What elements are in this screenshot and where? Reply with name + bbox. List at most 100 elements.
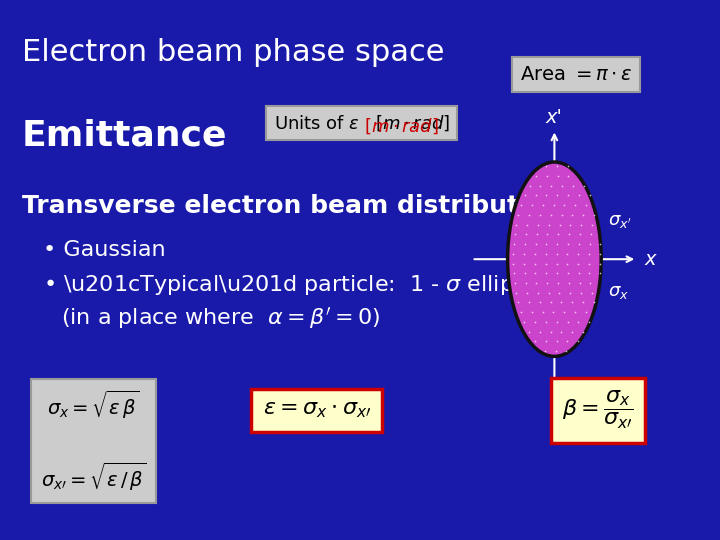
Point: [540, 259, 552, 268]
Point: [561, 347, 572, 355]
Point: [570, 201, 581, 210]
Point: [508, 249, 519, 258]
Point: [530, 269, 541, 278]
Point: [548, 201, 559, 210]
Point: [541, 191, 552, 200]
Point: [518, 249, 530, 258]
Point: [562, 191, 574, 200]
Point: [577, 181, 589, 190]
Point: [567, 211, 578, 219]
Point: [536, 308, 548, 316]
Point: [552, 240, 563, 248]
Text: $\sigma_x = \sqrt{\varepsilon\,\beta}$

$\sigma_{x\prime} = \sqrt{\varepsilon\,/: $\sigma_x = \sqrt{\varepsilon\,\beta}$ $…: [41, 389, 146, 493]
Point: [551, 318, 562, 326]
Point: [567, 298, 578, 307]
Text: Transverse electron beam distribution: Transverse electron beam distribution: [22, 194, 562, 218]
Point: [573, 269, 585, 278]
Point: [572, 318, 584, 326]
Point: [562, 259, 573, 268]
Point: [558, 308, 570, 316]
Point: [575, 288, 587, 297]
Point: [588, 298, 600, 307]
Point: [564, 288, 576, 297]
Point: [516, 201, 527, 210]
Point: [580, 308, 591, 316]
Point: [519, 269, 531, 278]
Point: [551, 259, 562, 268]
Point: [526, 308, 537, 316]
Point: [530, 172, 541, 180]
Point: [572, 259, 584, 268]
Text: $\varepsilon = \sigma_x \cdot \sigma_{x\prime}$: $\varepsilon = \sigma_x \cdot \sigma_{x\…: [263, 400, 371, 421]
Point: [541, 279, 553, 287]
Point: [577, 211, 589, 219]
Point: [532, 288, 544, 297]
Point: [586, 220, 598, 229]
Point: [562, 172, 574, 180]
Point: [519, 240, 531, 248]
Point: [545, 327, 557, 336]
Point: [530, 240, 541, 248]
Point: [508, 269, 520, 278]
Point: [562, 162, 574, 171]
Point: [575, 220, 587, 229]
Point: [510, 288, 522, 297]
Point: [572, 337, 584, 346]
Point: [523, 181, 535, 190]
Point: [583, 259, 595, 268]
Point: [574, 279, 585, 287]
Point: [562, 249, 573, 258]
Point: [556, 298, 567, 307]
Point: [567, 327, 578, 336]
Ellipse shape: [508, 162, 601, 356]
Point: [518, 259, 530, 268]
Point: [523, 327, 535, 336]
Point: [585, 279, 596, 287]
Point: [574, 230, 585, 239]
Point: [541, 240, 552, 248]
Text: x': x': [546, 108, 563, 127]
Point: [526, 201, 538, 210]
Point: [520, 279, 531, 287]
Point: [567, 181, 578, 190]
Point: [534, 327, 546, 336]
Point: [584, 191, 595, 200]
Point: [529, 259, 541, 268]
Point: [551, 249, 562, 258]
Text: • \u201cTypical\u201d particle:  1 - $\sigma$ ellipse: • \u201cTypical\u201d particle: 1 - $\si…: [43, 273, 539, 296]
Point: [595, 240, 606, 248]
Point: [540, 337, 552, 346]
Point: [562, 240, 574, 248]
Text: (in a place where  $\alpha = \beta' = 0$): (in a place where $\alpha = \beta' = 0$): [61, 305, 381, 330]
Point: [534, 298, 546, 307]
Point: [510, 220, 522, 229]
Point: [584, 269, 595, 278]
Point: [562, 337, 573, 346]
Point: [562, 269, 574, 278]
Point: [532, 220, 544, 229]
Point: [539, 347, 551, 355]
Point: [588, 211, 600, 219]
Point: [563, 279, 575, 287]
Point: [552, 279, 564, 287]
Text: Area $= \pi \cdot \varepsilon$: Area $= \pi \cdot \varepsilon$: [520, 65, 632, 84]
Text: $[m \cdot rad]$: $[m \cdot rad]$: [364, 116, 438, 136]
Point: [520, 230, 531, 239]
Point: [556, 327, 567, 336]
Text: $\beta = \dfrac{\sigma_x}{\sigma_{x\prime}}$: $\beta = \dfrac{\sigma_x}{\sigma_{x\prim…: [562, 389, 634, 431]
Point: [552, 230, 564, 239]
Point: [554, 220, 565, 229]
Point: [594, 249, 606, 258]
Text: Electron beam phase space: Electron beam phase space: [22, 38, 444, 67]
Point: [594, 259, 606, 268]
Point: [530, 191, 541, 200]
Point: [531, 230, 542, 239]
Point: [577, 327, 589, 336]
Point: [540, 318, 552, 326]
Point: [564, 220, 576, 229]
Text: • Gaussian: • Gaussian: [43, 240, 166, 260]
Point: [554, 288, 565, 297]
Text: $\sigma_{x'}$: $\sigma_{x'}$: [608, 212, 632, 231]
Point: [518, 318, 530, 326]
Point: [563, 230, 575, 239]
